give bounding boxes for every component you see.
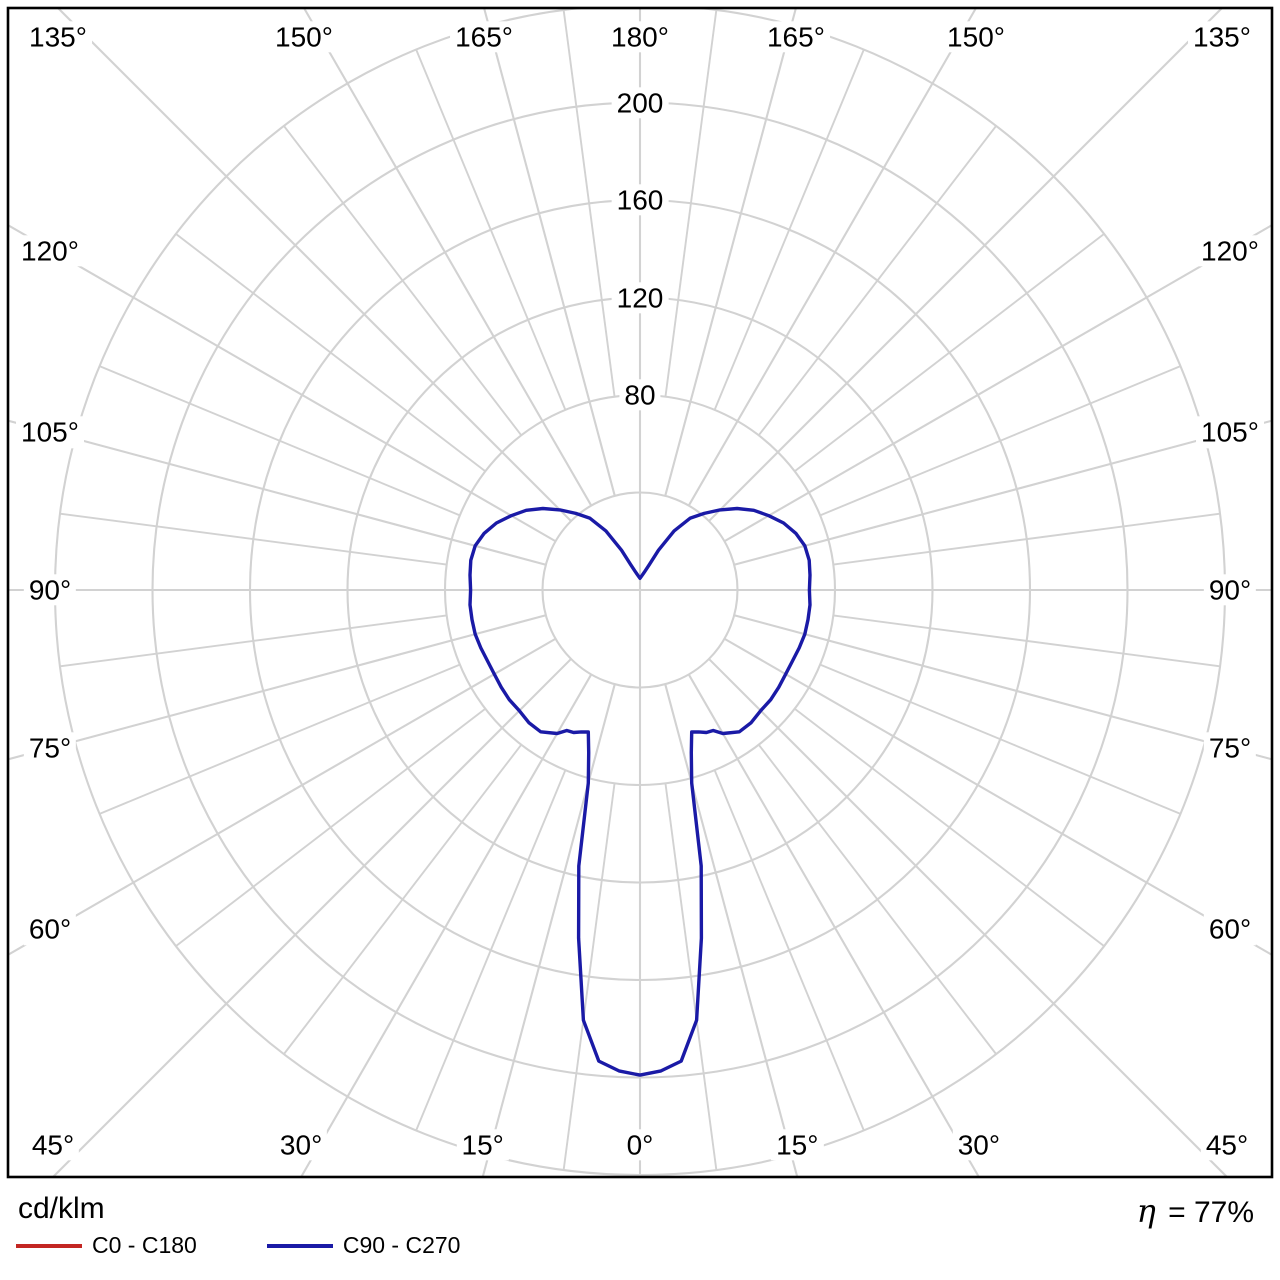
grid-spoke-minor <box>819 365 1181 517</box>
angle-label: 105° <box>1196 416 1264 449</box>
angle-label: 165° <box>450 21 519 53</box>
angle-label: 90° <box>1203 574 1257 606</box>
angle-label: 75° <box>23 731 77 764</box>
grid-spoke-minor <box>562 783 616 1171</box>
angle-label: 120° <box>1196 234 1264 267</box>
grid-spoke-major <box>733 419 1272 566</box>
radial-label: 120 <box>611 281 669 314</box>
angle-label: 60° <box>23 913 77 946</box>
units-label: cd/klm <box>18 1192 105 1225</box>
grid-spoke-major <box>483 8 616 497</box>
angle-label: 120° <box>16 234 84 267</box>
grid-spoke-minor <box>415 49 567 411</box>
grid-spoke-minor <box>99 663 461 815</box>
angle-label: 90° <box>23 574 77 606</box>
legend-label-c0-c180: C0 - C180 <box>92 1232 197 1258</box>
angle-label: 30° <box>952 1129 1006 1161</box>
grid-spoke-major <box>8 419 547 566</box>
angle-label: 15° <box>456 1129 509 1161</box>
grid-spoke-major <box>57 8 572 522</box>
grid-spoke-minor <box>833 512 1221 566</box>
efficiency-value: = 77% <box>1168 1196 1254 1229</box>
legend-item-c0-c180: C0 - C180 <box>16 1232 197 1259</box>
chart-frame <box>6 6 1274 1179</box>
eta-symbol: η <box>1136 1192 1156 1230</box>
angle-label: 105° <box>16 416 84 449</box>
angle-label: 45° <box>26 1129 80 1161</box>
grid-spoke-minor <box>664 9 718 397</box>
grid-spoke-major <box>300 673 593 1177</box>
legend-item-c90-c270: C90 - C270 <box>266 1232 461 1259</box>
angle-label: 30° <box>274 1129 328 1161</box>
grid-spoke-major <box>664 8 797 497</box>
grid-spoke-major <box>687 8 977 507</box>
angle-label: 135° <box>24 21 92 53</box>
grid-spoke-minor <box>664 783 718 1171</box>
grid-spoke-major <box>687 673 980 1177</box>
angle-label: 180° <box>606 21 674 53</box>
grid-spoke-minor <box>713 769 865 1131</box>
angle-label: 15° <box>771 1129 824 1161</box>
grid-spoke-major <box>481 683 616 1177</box>
grid-spoke-minor <box>99 365 461 517</box>
grid-spoke-minor <box>175 707 486 947</box>
angle-label: 150° <box>270 21 338 53</box>
grid-spoke-minor <box>757 125 997 436</box>
angle-label: 75° <box>1203 731 1257 764</box>
grid-spoke-minor <box>562 9 616 397</box>
grid-spoke-minor <box>283 744 523 1055</box>
angle-label: 45° <box>1200 1129 1254 1161</box>
grid-spoke-minor <box>757 744 997 1055</box>
grid-spoke-minor <box>713 49 865 411</box>
angle-label: 135° <box>1188 21 1256 53</box>
grid-spoke-minor <box>819 663 1181 815</box>
grid-spoke-minor <box>283 125 523 436</box>
legend: C0 - C180 C90 - C270 <box>16 1232 516 1259</box>
angle-label: 0° <box>621 1129 659 1161</box>
grid-spoke-minor <box>794 707 1105 947</box>
legend-swatch-c90-c270 <box>266 1243 333 1248</box>
grid-spoke-major <box>8 224 557 543</box>
grid-spoke-major <box>708 658 1228 1177</box>
legend-swatch-c0-c180 <box>16 1243 82 1248</box>
angle-label: 150° <box>942 21 1010 53</box>
grid-spoke-major <box>8 637 557 956</box>
radial-label: 80 <box>619 379 661 411</box>
legend-label-c90-c270: C90 - C270 <box>342 1232 461 1258</box>
angle-label: 60° <box>1203 913 1257 946</box>
polar-grid <box>8 8 1272 1177</box>
grid-spoke-major <box>733 614 1272 761</box>
grid-spoke-major <box>723 224 1272 543</box>
efficiency-label: η = 77% <box>1137 1192 1254 1230</box>
grid-spoke-minor <box>59 614 447 668</box>
intensity-curve-c90-c270 <box>468 506 812 1077</box>
grid-spoke-major <box>664 683 799 1177</box>
grid-spoke-minor <box>59 512 447 566</box>
grid-spoke-minor <box>794 233 1105 473</box>
grid-spoke-minor <box>833 614 1221 668</box>
radial-label: 160 <box>611 184 669 216</box>
grid-spoke-major <box>52 658 572 1177</box>
grid-spoke-minor <box>175 233 486 473</box>
grid-spoke-major <box>303 8 593 507</box>
grid-spoke-major <box>8 614 547 761</box>
grid-spoke-major <box>708 8 1223 522</box>
angle-label: 165° <box>761 21 830 53</box>
radial-label: 200 <box>611 86 669 119</box>
grid-spoke-minor <box>415 769 567 1131</box>
grid-spoke-major <box>723 637 1272 956</box>
